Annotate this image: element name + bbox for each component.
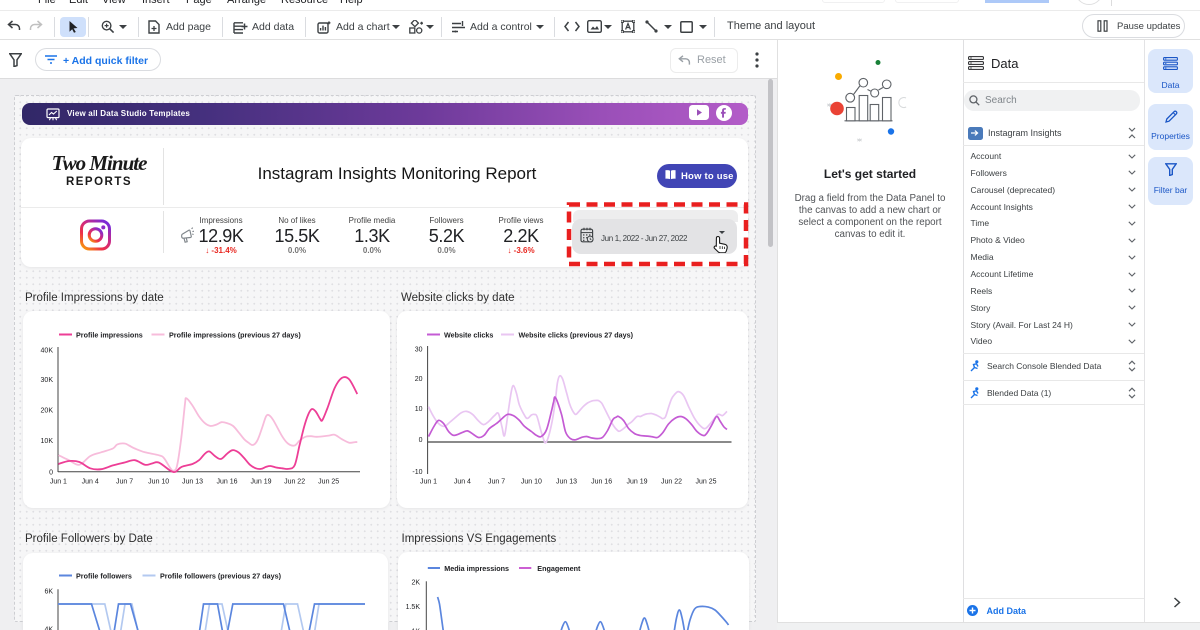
svg-text:30K: 30K: [41, 377, 54, 384]
svg-text:6K: 6K: [44, 589, 53, 596]
svg-text:Website clicks: Website clicks: [444, 331, 493, 340]
svg-text:Jun 10: Jun 10: [148, 479, 169, 486]
svg-text:Jun 13: Jun 13: [182, 479, 203, 486]
svg-text:Jun 7: Jun 7: [116, 479, 133, 486]
svg-text:Jun 1: Jun 1: [420, 479, 437, 486]
svg-text:Jun 22: Jun 22: [661, 479, 682, 486]
svg-text:Jun 22: Jun 22: [284, 479, 305, 486]
svg-text:2K: 2K: [411, 580, 420, 587]
svg-text:Jun 16: Jun 16: [216, 479, 237, 486]
svg-text:Jun 4: Jun 4: [82, 479, 99, 486]
svg-text:Jun 13: Jun 13: [556, 479, 577, 486]
svg-text:20: 20: [415, 376, 423, 383]
svg-text:Jun 16: Jun 16: [591, 479, 612, 486]
svg-text:Jun 10: Jun 10: [521, 479, 542, 486]
svg-text:0: 0: [49, 469, 53, 476]
svg-text:10K: 10K: [41, 438, 54, 445]
svg-text:1.5K: 1.5K: [406, 604, 421, 611]
svg-text:4K: 4K: [44, 627, 53, 630]
svg-text:10: 10: [415, 406, 423, 413]
svg-text:Engagement: Engagement: [537, 564, 581, 573]
svg-text:Jun 25: Jun 25: [695, 479, 716, 486]
svg-text:-10: -10: [412, 469, 422, 476]
svg-text:Website clicks (previous 27 da: Website clicks (previous 27 days): [519, 331, 634, 340]
svg-text:20K: 20K: [41, 408, 54, 415]
svg-text:Profile impressions: Profile impressions: [76, 331, 143, 340]
svg-text:Profile impressions (previous: Profile impressions (previous 27 days): [169, 331, 301, 340]
svg-text:Media impressions: Media impressions: [444, 564, 509, 573]
svg-text:40K: 40K: [41, 348, 54, 355]
svg-text:Jun 25: Jun 25: [318, 479, 339, 486]
svg-text:Profile followers: Profile followers: [76, 572, 132, 581]
svg-text:Jun 4: Jun 4: [454, 479, 471, 486]
svg-text:Jun 7: Jun 7: [488, 479, 505, 486]
svg-text:0: 0: [419, 437, 423, 444]
svg-text:Profile followers (previous 27: Profile followers (previous 27 days): [160, 572, 282, 581]
svg-text:30: 30: [415, 347, 423, 354]
svg-text:Jun 19: Jun 19: [626, 479, 647, 486]
svg-text:Jun 19: Jun 19: [250, 479, 271, 486]
svg-text:1K: 1K: [411, 629, 420, 630]
svg-text:Jun 1: Jun 1: [50, 479, 67, 486]
